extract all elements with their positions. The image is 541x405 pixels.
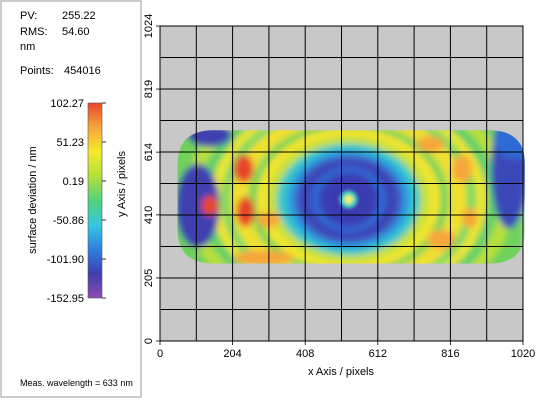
pv-value: 255.22 — [62, 10, 96, 22]
surface-high — [416, 136, 445, 153]
points-value: 454016 — [64, 65, 101, 77]
colorbar-tick-label: -152.95 — [47, 293, 84, 305]
edge-low-top-left — [187, 130, 232, 147]
x-tick-label: 0 — [157, 348, 163, 360]
surface-map — [177, 130, 525, 264]
y-axis-label: y Axis / pixels — [116, 150, 128, 217]
surface-high — [201, 195, 218, 216]
rms-label: RMS: — [20, 26, 48, 38]
x-tick-label: 612 — [369, 348, 387, 360]
surface-high — [452, 154, 473, 183]
rms-value: 54.60 — [62, 26, 90, 38]
colorbar-label: surface deviation / nm — [27, 146, 39, 254]
surface-high — [233, 249, 294, 264]
surface-high — [236, 196, 255, 227]
x-axis-ticks: 0 204 408 612 816 1020 — [157, 341, 535, 360]
surface-high — [461, 207, 478, 228]
y-tick-label: 1024 — [143, 14, 155, 38]
colorbar-tick-label: -50.86 — [53, 215, 84, 227]
colorbar-ticks: 102.27 51.23 0.19 -50.86 -101.90 -152.95 — [47, 98, 106, 305]
center-peak — [344, 194, 354, 204]
colorbar-tick-label: 0.19 — [63, 176, 84, 188]
x-axis-label: x Axis / pixels — [308, 366, 375, 378]
y-axis-ticks: 0 205 410 614 819 1024 — [143, 14, 160, 344]
stats-unit: nm — [20, 41, 35, 53]
colorbar-tick-label: 102.27 — [50, 98, 84, 110]
surface-center — [339, 190, 358, 209]
surface-map-clip — [177, 130, 525, 264]
wavelength-note: Meas. wavelength = 633 nm — [20, 378, 133, 388]
x-tick-label: 408 — [296, 348, 314, 360]
x-tick-label: 1020 — [511, 348, 535, 360]
surface-high — [233, 154, 254, 183]
x-tick-label: 816 — [441, 348, 459, 360]
colorbar-tick-label: -101.90 — [47, 254, 84, 266]
y-tick-label: 0 — [143, 338, 155, 344]
colorbar-tick-label: 51.23 — [56, 137, 84, 149]
info-panel-frame — [0, 0, 142, 398]
pv-label: PV: — [20, 10, 37, 22]
surface-high — [427, 229, 456, 250]
colorbar — [87, 102, 103, 299]
y-tick-label: 205 — [143, 269, 155, 287]
y-tick-label: 614 — [143, 143, 155, 161]
grid-lines — [160, 26, 523, 341]
y-tick-label: 819 — [143, 80, 155, 98]
y-tick-label: 410 — [143, 206, 155, 224]
x-tick-label: 204 — [223, 348, 241, 360]
points-label: Points: — [20, 65, 54, 77]
edge-low-left — [177, 163, 220, 248]
plot-frame — [159, 25, 524, 342]
